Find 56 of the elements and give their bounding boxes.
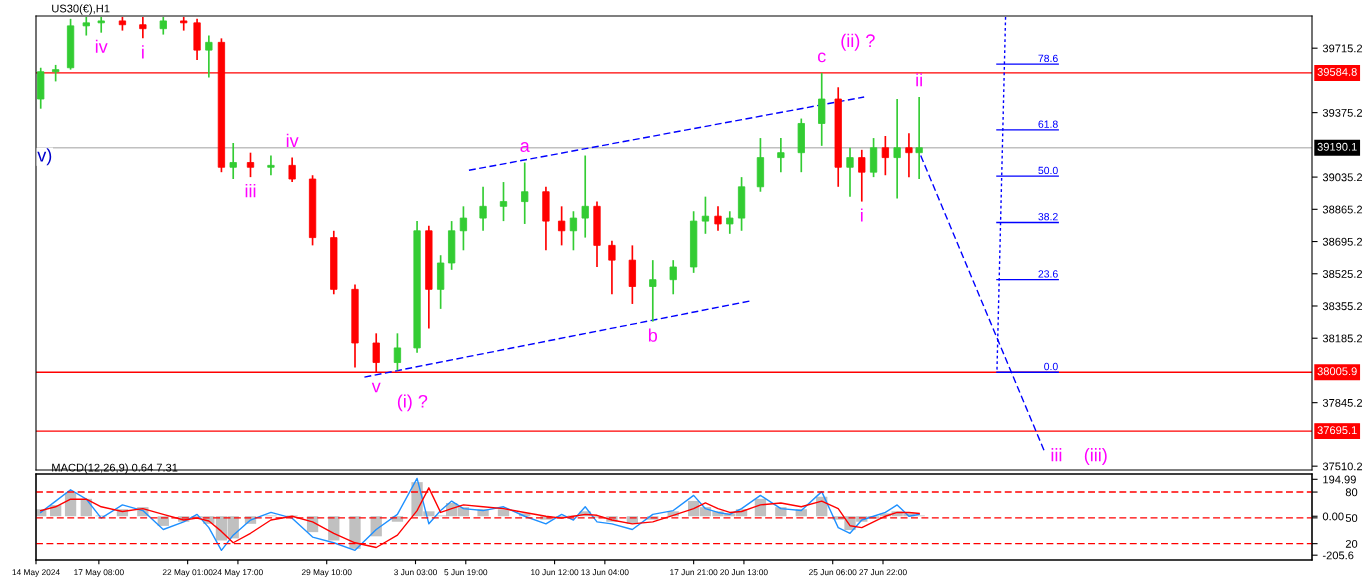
y-tick-label: 38865.2 bbox=[1322, 205, 1363, 214]
x-tick-label: 14 May 2024 bbox=[12, 569, 60, 577]
annotation: a bbox=[520, 142, 530, 153]
y2-tick-label: 80 bbox=[1345, 488, 1358, 497]
annotation: iii bbox=[245, 184, 256, 198]
annotation: iii bbox=[1051, 448, 1062, 462]
series-label: 23.6 bbox=[1038, 270, 1058, 278]
y-tick-label: 0.00 bbox=[1322, 512, 1344, 521]
ref-line-label: 37695.1 bbox=[1317, 426, 1357, 435]
annotation: ii bbox=[916, 73, 922, 87]
y-tick-label: 37845.2 bbox=[1322, 398, 1363, 407]
annotation: (iii) bbox=[1084, 448, 1107, 465]
y-tick-label: 37510.2 bbox=[1322, 462, 1363, 471]
y-tick-label: 38525.2 bbox=[1322, 270, 1363, 278]
x-tick-label: 3 Jun 03:00 bbox=[394, 569, 437, 576]
y-tick-label: 39375.2 bbox=[1322, 108, 1363, 117]
x-tick-label: 24 May 17:00 bbox=[213, 569, 263, 577]
series-label: 78.6 bbox=[1038, 54, 1058, 63]
annotation: iv bbox=[286, 133, 299, 147]
x-tick-label: 27 Jun 22:00 bbox=[859, 569, 907, 576]
chart-title: MACD(12,26,9) 0.64 7.31 bbox=[52, 463, 178, 474]
annotation: v) bbox=[37, 148, 52, 166]
x-tick-label: 17 May 08:00 bbox=[74, 569, 124, 577]
series-label: 0.0 bbox=[1044, 362, 1058, 371]
x-tick-label: 20 Jun 13:00 bbox=[720, 569, 768, 576]
y-tick-label: 38185.2 bbox=[1322, 334, 1363, 343]
series-label: 38.2 bbox=[1038, 213, 1058, 221]
series-label: 50.0 bbox=[1038, 166, 1058, 175]
y2-tick-label: 20 bbox=[1345, 539, 1358, 548]
annotation: b bbox=[648, 328, 658, 342]
x-tick-label: 17 Jun 21:00 bbox=[670, 569, 718, 576]
y-tick-label: 194.99 bbox=[1323, 475, 1356, 484]
annotation: i bbox=[860, 208, 863, 222]
annotation: i bbox=[142, 45, 144, 59]
annotation: c bbox=[817, 52, 826, 63]
annotation: (i) ? bbox=[397, 394, 428, 412]
ref-line-label: 38005.9 bbox=[1317, 367, 1357, 376]
y2-tick-label: 50 bbox=[1345, 514, 1358, 522]
y-tick-label: 39035.2 bbox=[1322, 173, 1363, 182]
x-tick-label: 25 Jun 06:00 bbox=[809, 569, 857, 576]
x-tick-label: 29 May 10:00 bbox=[301, 569, 352, 577]
x-tick-label: 10 Jun 12:00 bbox=[531, 569, 579, 576]
x-tick-label: 5 Jun 19:00 bbox=[444, 569, 488, 576]
y-tick-label: 39715.2 bbox=[1322, 44, 1363, 53]
annotation: v bbox=[371, 382, 381, 393]
chart-title: US30(€),H1 bbox=[52, 4, 110, 15]
annotation: (ii) ? bbox=[841, 33, 875, 51]
annotation: iv bbox=[95, 39, 108, 53]
series-label: 61.8 bbox=[1038, 120, 1058, 128]
ref-line-label: 39584.8 bbox=[1317, 68, 1357, 76]
y-tick-label: 38695.2 bbox=[1322, 237, 1363, 246]
x-tick-label: 22 May 01:00 bbox=[162, 569, 213, 577]
ref-line-label: 39190.1 bbox=[1317, 142, 1357, 151]
y-tick-label: 38355.2 bbox=[1322, 302, 1363, 311]
x-tick-label: 13 Jun 04:00 bbox=[581, 569, 629, 576]
y-tick-label: -205.6 bbox=[1322, 551, 1354, 560]
